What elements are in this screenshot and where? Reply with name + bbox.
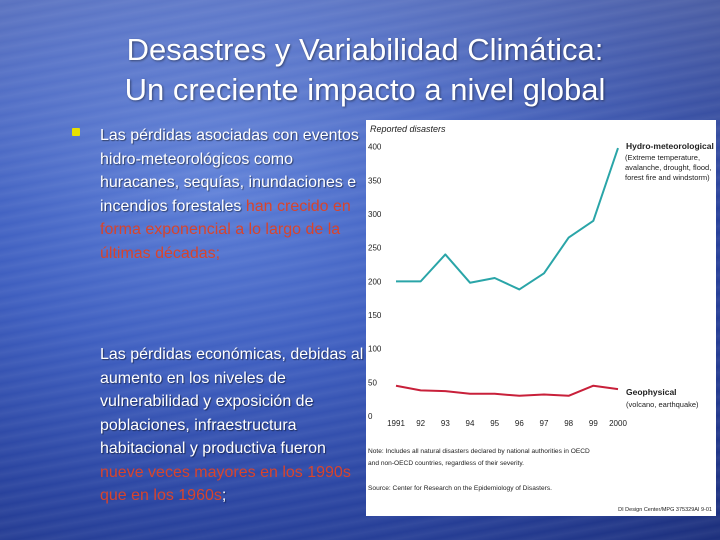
- chart-title: Reported disasters: [370, 124, 446, 134]
- x-tick-label: 92: [416, 419, 425, 428]
- paragraph2-tail: ;: [221, 487, 227, 504]
- bullet-marker: [72, 128, 80, 136]
- paragraph2-text: Las pérdidas económicas, debidas al aume…: [100, 346, 364, 457]
- x-tick-label: 98: [564, 419, 573, 428]
- x-tick-label: 96: [515, 419, 524, 428]
- x-tick-label: 1991: [387, 419, 405, 428]
- paragraph2-highlight-decades: veces mayores en los 1990s que en los 19…: [100, 463, 351, 505]
- reported-disasters-chart: Reported disasters 0 50 100 150 200 250 300 350…: [368, 124, 714, 513]
- y-tick-label: 300: [368, 210, 382, 219]
- geo-series-description: (volcano, earthquake): [626, 400, 699, 409]
- hydro-series-label: Hydro-meteorological: [626, 141, 714, 151]
- chart-note-line-1: Note: Includes all natural disasters dec…: [368, 448, 590, 455]
- title-line-1: Desastres y Variabilidad Climática:: [126, 32, 604, 67]
- chart-credit: DI Design Center/MPG 375329AI 9-01: [618, 507, 712, 513]
- x-tick-label: 93: [441, 419, 450, 428]
- y-tick-label: 50: [368, 378, 377, 387]
- x-axis: 1991 92 93 94 95 96 97 98 99 2000: [387, 419, 627, 428]
- y-axis: 0 50 100 150 200 250 300 350 400: [368, 143, 382, 421]
- title-line-2: Un creciente impacto a nivel global: [124, 72, 606, 107]
- y-tick-label: 100: [368, 345, 382, 354]
- y-tick-label: 150: [368, 311, 382, 320]
- chart-note-line-2: and non-OECD countries, regardless of th…: [368, 460, 524, 467]
- y-tick-label: 0: [368, 412, 373, 421]
- y-tick-label: 350: [368, 176, 382, 185]
- chart-series: [395, 147, 619, 397]
- bullet-paragraph-hydro-losses: Las pérdidas asociadas con eventos hidro…: [100, 124, 362, 265]
- y-tick-label: 400: [368, 143, 382, 152]
- x-tick-label: 95: [490, 419, 499, 428]
- reported-disasters-chart-panel: Reported disasters 0 50 100 150 200 250 300 350…: [366, 120, 716, 516]
- x-tick-label: 2000: [609, 419, 627, 428]
- paragraph-economic-losses: Las pérdidas económicas, debidas al aume…: [100, 343, 364, 508]
- x-tick-label: 97: [540, 419, 549, 428]
- series-labels: Hydro-meteorological (Extreme temperatur…: [625, 141, 714, 409]
- paragraph1-text: Las pérdidas asociadas con eventos hidro…: [100, 127, 359, 215]
- hydro-series-description: (Extreme temperature, avalanche, drought…: [625, 153, 712, 182]
- chart-source: Source: Center for Research on the Epide…: [368, 485, 552, 492]
- geophysical-series-line: [395, 384, 619, 397]
- slide-title: Desastres y Variabilidad Climática: Un c…: [40, 30, 690, 110]
- paragraph1-highlight: han crecido en forma exponencial a lo la…: [100, 197, 351, 262]
- hydro-series-description-box: (Extreme temperature, avalanche, drought…: [625, 153, 712, 182]
- x-tick-label: 94: [466, 419, 475, 428]
- paragraph2-highlight-nueve: nueve: [100, 463, 144, 481]
- hydro-meteorological-series-line: [396, 147, 619, 291]
- y-tick-label: 250: [368, 244, 382, 253]
- y-tick-label: 200: [368, 277, 382, 286]
- geo-series-label: Geophysical: [626, 387, 677, 397]
- x-tick-label: 99: [589, 419, 598, 428]
